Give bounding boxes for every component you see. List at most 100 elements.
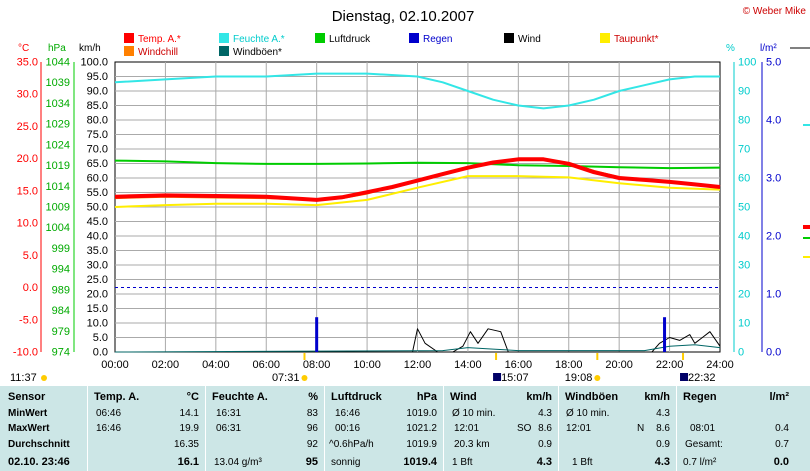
pressure-avg-value: 1019.9 — [406, 439, 437, 450]
temp-tick-label: 30.0 — [17, 89, 38, 101]
legend-swatch — [219, 46, 229, 56]
pressure-tick-label: 1014 — [46, 181, 70, 193]
label-sensor: Sensor — [8, 391, 46, 403]
temp-avg-value: 16.35 — [173, 439, 199, 450]
y-axes: 35.0 30.0 25.0 20.0 15.0 10.0 5.0 0.0 -5.0 -10.0 1… — [13, 57, 781, 359]
wind-max-time: 12:01 — [454, 423, 480, 434]
gust-avg10-label: Ø 10 min. — [566, 408, 610, 419]
wind-tick-label: 85.0 — [87, 100, 108, 112]
x-tick-label: 20:00 — [605, 359, 633, 371]
x-tick-label: 06:00 — [252, 359, 280, 371]
humidity-min-value: 83 — [306, 408, 318, 419]
legend-swatch — [504, 33, 514, 43]
wind-tick-label: 70.0 — [87, 144, 108, 156]
x-tick-label: 00:00 — [101, 359, 129, 371]
temp-tick-label: -10.0 — [13, 347, 38, 359]
label-avg: Durchschnitt — [8, 439, 70, 450]
wind-tick-label: 0.0 — [93, 347, 108, 359]
x-tick-label: 12:00 — [404, 359, 432, 371]
temp-column: Temp. A. °C 06:46 14.1 16:46 19.9 16.35 … — [88, 386, 206, 471]
rain-head: Regen — [683, 391, 717, 403]
wind-unit: km/h — [526, 391, 552, 403]
gust-head: Windböen — [565, 391, 619, 403]
wind-max-direction: SO — [517, 423, 532, 434]
statistics-table: Sensor MinWert MaxWert Durchschnitt 02.1… — [0, 386, 810, 471]
gust-max-value: 8.6 — [656, 423, 670, 434]
rain-day-sum: 0.7 l/m² — [683, 457, 717, 468]
sunset-icon — [594, 375, 601, 381]
pressure-tick-label: 1019 — [46, 160, 70, 172]
x-tick-label: 08:00 — [303, 359, 331, 371]
pressure-tick-label: 999 — [52, 243, 70, 255]
x-axis: 00:00 02:00 04:00 06:00 08:00 10:00 12:00 14:00… — [101, 359, 734, 371]
temp-tick-label: 20.0 — [17, 153, 38, 165]
humidity-unit: % — [308, 391, 318, 403]
plot-grid — [115, 62, 720, 352]
rain-tick-label: 1.0 — [766, 289, 781, 301]
hpa-axis-unit: hPa — [48, 43, 66, 54]
wind-column: Wind km/h Ø 10 min. 4.3 12:01 SO 8.6 20.… — [444, 386, 559, 471]
series-line — [115, 328, 721, 353]
wind-tick-label: 20.0 — [87, 289, 108, 301]
wind-avg10-value: 4.3 — [538, 408, 552, 419]
humidity-column: Feuchte A. % 16:31 83 06:31 96 92 13.04 … — [206, 386, 325, 471]
wind-avg-value: 0.9 — [538, 439, 552, 450]
pressure-tick-label: 979 — [52, 326, 70, 338]
rain-bar — [663, 317, 667, 352]
gust-column: Windböen km/h Ø 10 min. 4.3 12:01 N 8.6 … — [559, 386, 677, 471]
pressure-max-time: 00:16 — [335, 423, 361, 434]
wind-avg10-label: Ø 10 min. — [452, 408, 496, 419]
sun-moon-events: 07:31 19:08 15:07 22:32 11:37 — [10, 353, 716, 384]
legend-label: Taupunkt* — [614, 34, 659, 45]
gust-avg-value: 0.9 — [656, 439, 670, 450]
wind-tick-label: 60.0 — [87, 173, 108, 185]
gust-bft: 1 Bft — [572, 457, 593, 468]
pressure-current-value: 1019.4 — [403, 456, 437, 468]
time-left-label: 11:37 — [10, 372, 37, 384]
series-line — [114, 344, 721, 353]
sunrise-icon — [301, 375, 308, 381]
legend-label: Temp. A.* — [138, 34, 181, 45]
right-edge-artifacts — [790, 47, 810, 258]
humidity-tick-label: 0 — [738, 347, 744, 359]
humidity-absolute: 13.04 g/m³ — [214, 457, 262, 468]
temp-min-value: 14.1 — [179, 408, 199, 419]
rain-tick-label: 5.0 — [766, 57, 781, 69]
temp-tick-label: 15.0 — [17, 185, 38, 197]
pressure-head: Luftdruck — [331, 391, 382, 403]
humidity-max-time: 06:31 — [216, 423, 242, 434]
moonrise-label: 15:07 — [501, 372, 529, 384]
labels-column: Sensor MinWert MaxWert Durchschnitt 02.1… — [0, 386, 88, 471]
chart-title: Dienstag, 02.10.2007 — [332, 8, 475, 25]
humidity-head: Feuchte A. — [212, 391, 268, 403]
rain-max-value: 0.4 — [775, 423, 789, 434]
wind-tick-label: 15.0 — [87, 303, 108, 315]
wind-tick-label: 50.0 — [87, 202, 108, 214]
humidity-max-value: 96 — [306, 423, 318, 434]
legend: Temp. A.* Feuchte A.* Luftdruck Regen Wind Ta… — [124, 33, 659, 58]
pressure-tick-label: 984 — [52, 305, 70, 317]
wind-tick-label: 95.0 — [87, 71, 108, 83]
x-tick-label: 22:00 — [656, 359, 684, 371]
pressure-min-time: 16:46 — [335, 408, 361, 419]
lm2-axis-unit: l/m² — [760, 43, 777, 54]
legend-label: Regen — [423, 34, 452, 45]
legend-swatch — [409, 33, 419, 43]
series-line — [114, 72, 720, 110]
pressure-tick-label: 1029 — [46, 119, 70, 131]
temp-tick-label: 0.0 — [23, 282, 38, 294]
legend-label: Feuchte A.* — [233, 34, 285, 45]
pressure-tick-label: 1034 — [46, 98, 70, 110]
pressure-tick-label: 1009 — [46, 202, 70, 214]
x-tick-label: 04:00 — [202, 359, 230, 371]
wind-bft: 1 Bft — [452, 457, 473, 468]
x-tick-label: 18:00 — [555, 359, 583, 371]
legend-swatch — [124, 33, 134, 43]
wind-tick-label: 100.0 — [80, 57, 108, 69]
pressure-trend: ^0.6hPa/h — [329, 439, 374, 450]
x-tick-label: 24:00 — [706, 359, 734, 371]
wind-tick-label: 30.0 — [87, 260, 108, 272]
wind-tick-label: 80.0 — [87, 115, 108, 127]
copyright-label: © Weber Mike — [743, 6, 807, 17]
temp-tick-label: -5.0 — [19, 314, 38, 326]
